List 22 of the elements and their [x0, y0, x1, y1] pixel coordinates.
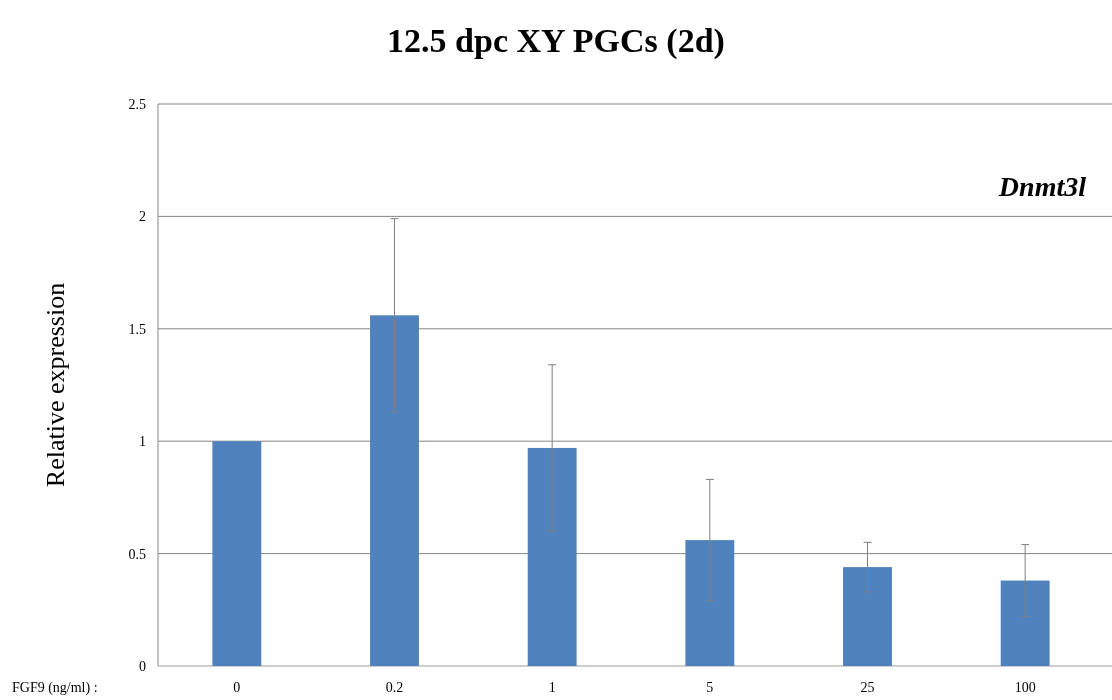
x-tick-label: 100	[1014, 680, 1036, 695]
x-axis-title: FGF9 (ng/ml) :	[12, 680, 98, 696]
annotation: Dnmt3l	[997, 171, 1087, 202]
x-tick-label: 25	[860, 680, 875, 695]
x-tick-label: 5	[706, 680, 714, 695]
y-tick-label: 2	[139, 209, 146, 225]
y-tick-label: 2.5	[128, 96, 146, 112]
y-tick-label: 0	[139, 658, 146, 674]
bar	[370, 315, 419, 666]
y-tick-label: 0.5	[128, 546, 146, 562]
bar	[1000, 580, 1050, 666]
chart-title: 12.5 dpc XY PGCs (2d)	[387, 22, 725, 60]
x-tick-label: 1	[548, 680, 556, 695]
y-tick-label: 1	[139, 434, 146, 450]
x-tick-label: 0	[233, 680, 241, 695]
bar	[212, 441, 262, 666]
bar	[685, 540, 735, 666]
bar	[527, 447, 577, 666]
x-tick-label: 0.2	[385, 680, 404, 695]
bar	[843, 567, 892, 666]
y-axis-title: Relative expression	[41, 282, 70, 488]
y-tick-label: 1.5	[128, 321, 146, 337]
